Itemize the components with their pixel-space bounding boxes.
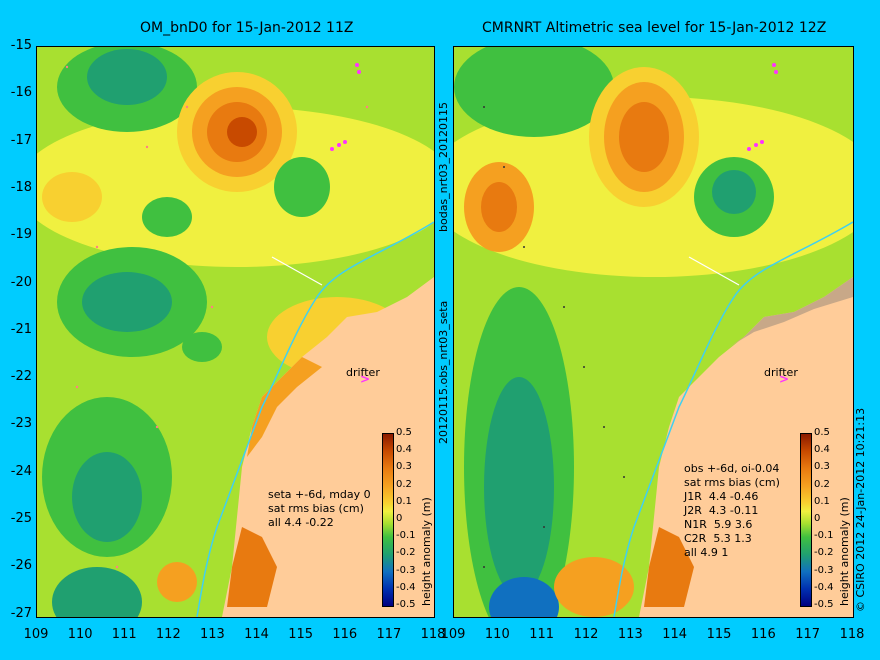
y-tick-label: -24 — [10, 463, 32, 479]
left-sea-level-map — [36, 46, 435, 618]
left-colorbar-label: height anomaly (m) — [420, 497, 433, 606]
left-drifter-marker: > — [360, 372, 371, 386]
x-tick-label: 114 — [244, 627, 269, 642]
colorbar-tick-label: -0.5 — [814, 599, 834, 610]
colorbar-tick-label: 0.3 — [814, 461, 830, 473]
y-tick-label: -18 — [10, 179, 32, 195]
y-tick-label: -17 — [10, 132, 32, 148]
colorbar-tick-label: -0.1 — [396, 530, 416, 542]
x-tick-label: 116 — [332, 627, 358, 642]
colorbar-tick-label: -0.1 — [814, 530, 834, 542]
x-tick-label: 110 — [67, 627, 93, 642]
colorbar-tick-label: 0.2 — [814, 478, 830, 490]
colorbar-tick-label: -0.3 — [396, 564, 416, 576]
x-tick-label: 111 — [111, 627, 137, 642]
y-tick-label: -20 — [10, 274, 32, 290]
y-tick-label: -23 — [10, 416, 32, 432]
colorbar-tick-label: -0.3 — [814, 564, 834, 576]
x-tick-label: 118 — [839, 627, 865, 642]
y-tick-label: -27 — [10, 605, 32, 621]
y-tick-label: -16 — [10, 85, 32, 101]
colorbar-tick-label: 0.1 — [814, 495, 830, 507]
y-tick-label: -25 — [10, 511, 32, 526]
x-tick-label: 110 — [484, 627, 510, 642]
left-map-canvas — [37, 47, 434, 617]
x-tick-label: 115 — [706, 627, 732, 642]
x-tick-label: 115 — [288, 627, 314, 642]
right-map-canvas — [454, 47, 853, 617]
middle-bottom-label: 20120115.obs_nrt03_seta — [437, 300, 450, 444]
right-colorbar — [800, 433, 812, 607]
y-tick-label: -19 — [10, 227, 32, 243]
middle-top-label: bodas_nrt03_20120115 — [437, 102, 450, 232]
left-drifter-label: drifter — [346, 366, 380, 379]
left-colorbar — [382, 433, 394, 607]
colorbar-tick-label: 0.2 — [396, 478, 412, 490]
x-tick-label: 117 — [795, 627, 821, 642]
right-drifter-label: drifter — [764, 366, 798, 379]
x-tick-label: 113 — [617, 627, 643, 642]
colorbar-tick-label: 0.4 — [396, 444, 412, 456]
x-tick-label: 116 — [750, 627, 776, 642]
colorbar-tick-label: 0.1 — [396, 495, 412, 507]
right-map-title: CMRNRT Altimetric sea level for 15-Jan-2… — [482, 20, 827, 36]
colorbar-tick-label: -0.4 — [396, 581, 416, 593]
x-tick-label: 114 — [662, 627, 688, 642]
x-tick-label: 109 — [440, 627, 466, 642]
right-sea-level-map — [453, 46, 854, 618]
colorbar-tick-label: 0.3 — [396, 461, 412, 473]
colorbar-tick-label: 0.5 — [814, 427, 830, 438]
x-tick-label: 118 — [420, 627, 446, 642]
colorbar-tick-label: -0.5 — [396, 599, 416, 610]
x-tick-label: 112 — [573, 627, 599, 642]
copyright-label: © CSIRO 2012 24-Jan-2012 10:21:13 — [854, 407, 867, 612]
x-tick-label: 109 — [23, 627, 49, 642]
x-tick-label: 111 — [529, 627, 555, 642]
y-tick-label: -15 — [10, 38, 32, 53]
right-colorbar-label: height anomaly (m) — [838, 497, 851, 606]
colorbar-tick-label: 0 — [814, 513, 821, 524]
left-annotation: seta +-6d, mday 0 sat rms bias (cm) all … — [268, 488, 371, 529]
colorbar-tick-label: -0.2 — [396, 547, 416, 559]
y-tick-label: -21 — [10, 321, 32, 337]
x-tick-label: 112 — [155, 627, 181, 642]
right-annotation: obs +-6d, oi-0.04 sat rms bias (cm) J1R … — [684, 462, 780, 559]
left-map-title: OM_bnD0 for 15-Jan-2012 11Z — [140, 20, 354, 36]
colorbar-tick-label: -0.2 — [814, 547, 834, 559]
colorbar-tick-label: 0.5 — [396, 427, 412, 438]
x-tick-label: 117 — [376, 627, 402, 642]
colorbar-tick-label: -0.4 — [814, 581, 834, 593]
colorbar-tick-label: 0 — [396, 513, 403, 524]
x-tick-label: 113 — [200, 627, 225, 642]
right-drifter-marker: > — [779, 372, 790, 386]
y-tick-label: -22 — [10, 369, 32, 385]
y-tick-label: -26 — [10, 558, 32, 574]
colorbar-tick-label: 0.4 — [814, 444, 830, 456]
